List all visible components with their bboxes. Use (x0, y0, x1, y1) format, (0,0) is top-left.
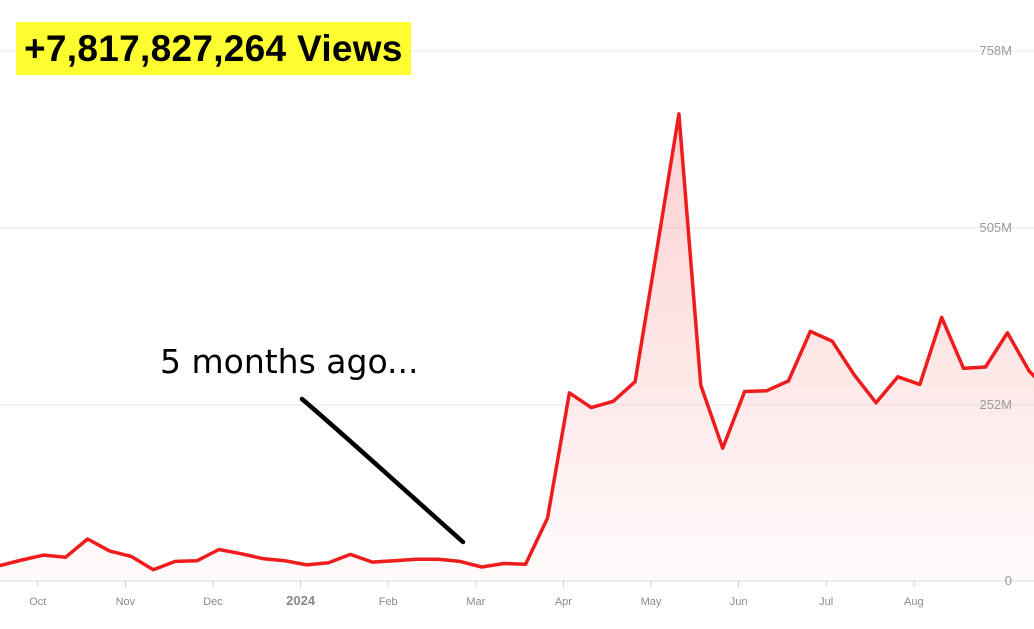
data-point (261, 557, 264, 560)
data-point (371, 560, 374, 564)
total-views-headline: +7,817,827,264 Views (16, 22, 411, 75)
data-point (633, 380, 637, 383)
x-tick-label: Feb (379, 596, 398, 608)
data-point (0, 564, 2, 567)
data-point (305, 563, 308, 567)
data-point (918, 383, 921, 386)
x-tick-label: Aug (904, 596, 924, 608)
data-point (655, 247, 659, 251)
annotation-arrow (299, 396, 466, 545)
x-tick-label: 2024 (286, 593, 316, 608)
data-point (524, 563, 527, 566)
x-tick-label: Nov (116, 596, 136, 608)
data-point (546, 516, 549, 520)
annotation-label: 5 months ago... (160, 342, 419, 381)
data-point (809, 330, 812, 333)
data-point (436, 558, 440, 561)
data-point (590, 406, 593, 409)
x-tick-label: Mar (466, 596, 485, 608)
x-tick-label: Jul (819, 596, 833, 608)
data-point (874, 401, 878, 404)
y-tick-label: 0 (1005, 573, 1012, 588)
data-point (787, 379, 790, 383)
data-point (480, 565, 483, 569)
data-point (217, 548, 221, 551)
data-point (612, 400, 615, 403)
data-point (174, 560, 177, 563)
data-point (195, 559, 199, 562)
data-point (765, 389, 768, 392)
x-tick-label: Jun (730, 596, 748, 608)
data-point (64, 556, 67, 559)
y-axis-ticks: 0 252M 505M 758M (979, 43, 1012, 588)
data-point (414, 558, 418, 561)
data-point (20, 558, 24, 562)
data-point (962, 367, 965, 370)
data-point (283, 559, 286, 562)
y-tick-label: 758M (979, 43, 1012, 58)
data-point (743, 390, 746, 393)
data-point (86, 537, 89, 541)
data-point (896, 375, 900, 378)
annotation-pointer (299, 396, 466, 545)
x-tick-label: Dec (203, 596, 223, 608)
total-views-text: +7,817,827,264 Views (24, 27, 403, 69)
data-point (239, 552, 243, 555)
x-axis-ticks: Oct Nov Dec 2024 Feb Mar Apr May Jun Jul Aug (29, 581, 924, 608)
area-layer (0, 112, 1034, 581)
x-tick-label: Apr (555, 596, 572, 608)
x-tick-label: May (641, 596, 662, 608)
data-point (984, 365, 987, 369)
data-point (130, 555, 133, 558)
data-point (677, 112, 681, 116)
views-series-line (0, 112, 1034, 572)
data-point (699, 384, 702, 387)
data-point (502, 562, 505, 565)
data-point (349, 553, 352, 556)
x-tick-label: Oct (29, 596, 46, 608)
data-point (458, 560, 462, 563)
data-point (152, 568, 155, 571)
y-tick-label: 252M (979, 397, 1012, 412)
data-point (568, 391, 571, 395)
data-point (721, 447, 724, 450)
y-tick-label: 505M (979, 220, 1012, 235)
data-point (327, 561, 330, 564)
data-point (1028, 370, 1031, 373)
data-point (393, 559, 396, 562)
data-point (940, 316, 943, 319)
views-area-fill (0, 113, 1034, 581)
data-point (42, 553, 45, 557)
data-point (852, 373, 856, 376)
data-point (831, 340, 834, 343)
data-point (1006, 331, 1009, 334)
data-point (108, 549, 111, 553)
